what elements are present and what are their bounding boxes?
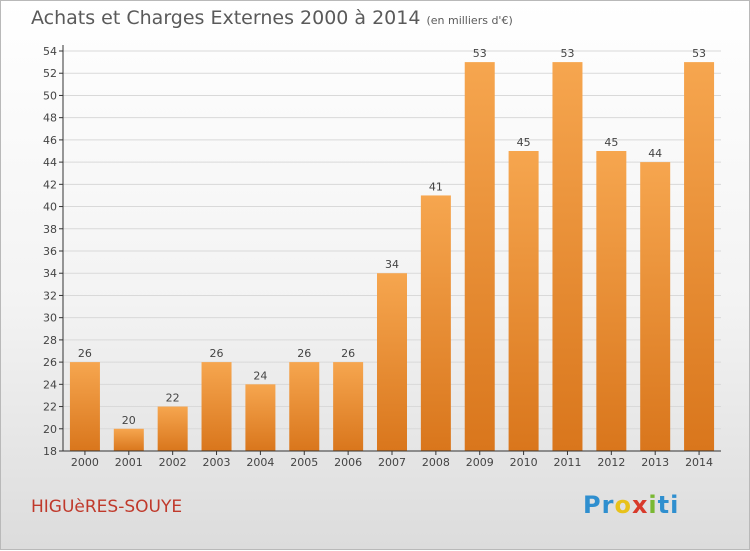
data-label: 26 <box>297 347 311 360</box>
data-label: 45 <box>517 136 531 149</box>
y-tick-label: 52 <box>43 67 57 80</box>
bar-2008 <box>420 195 451 451</box>
bar-2010 <box>508 151 539 451</box>
data-label: 53 <box>473 47 487 60</box>
data-label: 53 <box>560 47 574 60</box>
bar-2004 <box>245 384 276 451</box>
data-label: 22 <box>166 392 180 405</box>
bars <box>69 62 715 451</box>
bar-2006 <box>333 362 364 451</box>
y-tick-label: 26 <box>43 356 57 369</box>
bar-2013 <box>640 162 671 451</box>
axes <box>59 45 721 455</box>
bar-2011 <box>552 62 583 451</box>
chart-title-text: Achats et Charges Externes 2000 à 2014 <box>31 7 421 29</box>
logo-letter: P <box>583 491 602 519</box>
y-tick-label: 36 <box>43 245 57 258</box>
bar-2012 <box>596 151 627 451</box>
x-tick-label: 2001 <box>115 456 143 469</box>
x-tick-label: 2013 <box>641 456 669 469</box>
bar-2000 <box>69 362 100 451</box>
logo-letter: i <box>648 491 658 519</box>
data-label: 53 <box>692 47 706 60</box>
data-label: 45 <box>604 136 618 149</box>
y-tick-label: 20 <box>43 423 57 436</box>
y-tick-label: 34 <box>43 267 57 280</box>
x-tick-label: 2007 <box>378 456 406 469</box>
logo-letter: x <box>631 491 649 519</box>
y-tick-label: 32 <box>43 289 57 302</box>
data-label: 26 <box>210 347 224 360</box>
y-tick-label: 42 <box>43 178 57 191</box>
x-tick-label: 2006 <box>334 456 362 469</box>
y-tick-label: 18 <box>43 445 57 458</box>
bar-2001 <box>113 428 144 451</box>
x-tick-label: 2002 <box>159 456 187 469</box>
y-tick-label: 22 <box>43 401 57 414</box>
data-label: 41 <box>429 180 443 193</box>
logo-letter: o <box>614 491 632 519</box>
data-label: 44 <box>648 147 662 160</box>
bar-2002 <box>157 406 188 451</box>
logo-letter: r <box>601 491 615 519</box>
data-label: 26 <box>341 347 355 360</box>
data-label: 20 <box>122 414 136 427</box>
chart-title: Achats et Charges Externes 2000 à 2014 (e… <box>31 7 513 29</box>
x-tick-label: 2005 <box>290 456 318 469</box>
y-tick-label: 24 <box>43 378 57 391</box>
labels: 18 20 22 24 26 28 30 32 34 36 38 40 42 44 46 48 50 52 54 26… <box>43 45 713 469</box>
x-tick-label: 2008 <box>422 456 450 469</box>
commune-name: HIGUèRES-SOUYE <box>31 497 183 517</box>
x-tick-label: 2014 <box>685 456 713 469</box>
data-label: 34 <box>385 258 399 271</box>
x-tick-label: 2003 <box>203 456 231 469</box>
x-tick-label: 2012 <box>597 456 625 469</box>
chart-subtitle: (en milliers d'€) <box>426 14 513 27</box>
proxiti-logo: Proxiti <box>583 491 679 519</box>
bar-2003 <box>201 362 232 451</box>
y-tick-label: 28 <box>43 334 57 347</box>
x-tick-label: 2004 <box>246 456 274 469</box>
y-tick-label: 48 <box>43 112 57 125</box>
data-label: 24 <box>253 369 267 382</box>
bar-2009 <box>464 62 495 451</box>
bar-2007 <box>377 273 407 451</box>
logo-letter: ti <box>657 491 680 519</box>
y-tick-label: 54 <box>43 45 57 58</box>
x-tick-label: 2009 <box>466 456 494 469</box>
y-tick-label: 50 <box>43 89 57 102</box>
bar-2005 <box>289 362 320 451</box>
y-tick-label: 38 <box>43 223 57 236</box>
x-tick-label: 2000 <box>71 456 99 469</box>
data-label: 26 <box>78 347 92 360</box>
y-tick-label: 30 <box>43 312 57 325</box>
bar-2014 <box>684 62 715 451</box>
x-tick-label: 2010 <box>510 456 538 469</box>
y-tick-label: 46 <box>43 134 57 147</box>
y-tick-label: 40 <box>43 201 57 214</box>
x-tick-label: 2011 <box>553 456 581 469</box>
y-tick-label: 44 <box>43 156 57 169</box>
